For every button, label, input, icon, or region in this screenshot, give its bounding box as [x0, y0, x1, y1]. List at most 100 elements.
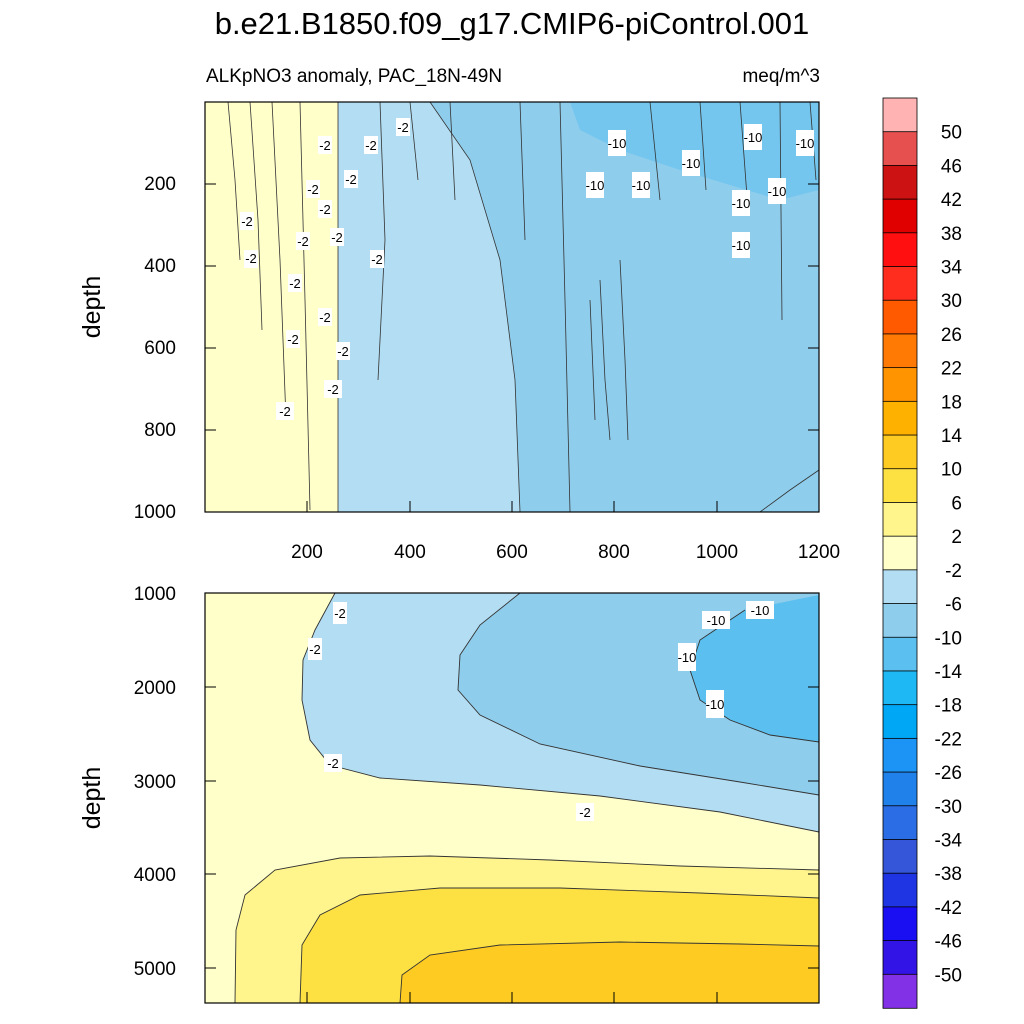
lower-y-ticks: [205, 592, 819, 969]
colorbar-swatch: [882, 872, 918, 908]
lower-panel: -2 -2 -2 -2 -10 -10 -10 -10 1000 2000 30…: [78, 584, 820, 1004]
clabel-upper-19: -10: [744, 130, 763, 145]
colorbar-swatch: [882, 771, 918, 807]
colorbar-swatch: [882, 367, 918, 403]
lower-x-ticks: [306, 992, 820, 1003]
clabel-upper-8: -2: [319, 202, 331, 217]
colorbar-swatch: [882, 131, 918, 167]
lower-ytick-1000: 1000: [134, 584, 176, 605]
clabel-upper-4: -2: [365, 138, 377, 153]
clabel-upper-13: -2: [319, 310, 331, 325]
lower-ytick-4000: 4000: [134, 865, 176, 886]
colorbar-swatch: [882, 603, 918, 638]
clabel-upper-16: -2: [327, 382, 339, 397]
clabel-upper-11: -2: [371, 252, 383, 267]
colorbar-label: 10: [941, 460, 962, 481]
colorbar-swatch: [882, 400, 918, 436]
clabel-upper-6: -2: [307, 182, 319, 197]
colorbar-label: 50: [941, 123, 962, 144]
colorbar-swatch: [882, 502, 918, 537]
upper-contours: [227, 101, 820, 513]
colorbar-label: -46: [935, 932, 962, 953]
colorbar-swatch: [882, 670, 918, 706]
upper-xtick-800: 800: [598, 542, 630, 563]
clabel-upper-23: -10: [682, 156, 701, 171]
clabel-lower-7: -10: [678, 650, 697, 665]
upper-ytick-600: 600: [144, 338, 176, 359]
clabel-lower-2: -2: [309, 642, 321, 657]
colorbar-label: 22: [941, 359, 962, 380]
colorbar-label: -6: [945, 595, 962, 616]
clabel-upper-25: -10: [732, 196, 751, 211]
upper-xtick-600: 600: [496, 542, 528, 563]
colorbar-swatch: [882, 636, 918, 672]
clabel-lower-6: -10: [751, 603, 770, 618]
clabel-upper-7: -2: [345, 172, 357, 187]
upper-region-neutral: [205, 102, 338, 512]
clabel-lower-8: -10: [706, 697, 725, 712]
colorbar-label: 46: [941, 156, 962, 177]
upper-xtick-200: 200: [291, 542, 323, 563]
colorbar-swatch: [882, 973, 918, 1009]
colorbar-label: -34: [935, 830, 963, 851]
upper-ytick-800: 800: [144, 420, 176, 441]
colorbar-label: -38: [935, 864, 962, 885]
lower-y-axis-label: depth: [78, 767, 106, 830]
colorbar-swatch: [882, 839, 918, 874]
clabel-lower-3: -2: [327, 756, 339, 771]
lower-region-yellow-3: [400, 942, 819, 1003]
chart-subtitle: ALKpNO3 anomaly, PAC_18N-49N: [206, 66, 502, 87]
colorbar-swatch: [882, 704, 918, 740]
chart-title: b.e21.B1850.f09_g17.CMIP6-piControl.001: [215, 6, 810, 41]
colorbar-swatch: [882, 165, 918, 200]
colorbar-label: -26: [935, 763, 962, 784]
colorbar-label: 38: [941, 224, 962, 245]
clabel-upper-12: -2: [289, 276, 301, 291]
clabel-upper-26: -10: [732, 238, 751, 253]
lower-ytick-3000: 3000: [134, 772, 176, 793]
lower-contours: [234, 592, 820, 1004]
clabel-upper-20: -10: [796, 136, 815, 151]
colorbar-swatch: [882, 232, 918, 268]
colorbar-label: -42: [935, 898, 962, 919]
clabel-upper-24: -10: [768, 184, 787, 199]
upper-ytick-400: 400: [144, 256, 176, 277]
colorbar-label: 18: [941, 392, 962, 413]
colorbar-swatch: [882, 299, 918, 335]
colorbar-label: -30: [935, 797, 962, 818]
clabel-upper-1: -2: [241, 214, 253, 229]
colorbar-swatch: [882, 333, 918, 369]
colorbar-label: -18: [935, 696, 962, 717]
colorbar-swatch: [882, 805, 918, 841]
lower-ytick-2000: 2000: [134, 678, 176, 699]
colorbar-swatch: [882, 266, 918, 301]
upper-xtick-1200: 1200: [798, 542, 840, 563]
colorbar-label: 14: [941, 426, 963, 447]
upper-xtick-1000: 1000: [696, 542, 738, 563]
colorbar-swatch: [882, 569, 918, 605]
colorbar-label: -50: [935, 965, 962, 986]
clabel-upper-22: -10: [632, 178, 651, 193]
clabel-upper-18: -10: [608, 136, 627, 151]
colorbar-label: 34: [941, 258, 963, 279]
upper-contour-labels: -2 -2 -2 -2 -2 -2 -2 -2 -2 -2 -2 -2 -2 -…: [240, 118, 814, 420]
clabel-upper-14: -2: [287, 332, 299, 347]
upper-ytick-1000: 1000: [134, 502, 176, 523]
colorbar-label: 26: [941, 325, 962, 346]
colorbar-label: -2: [945, 561, 962, 582]
clabel-lower-4: -2: [579, 805, 591, 820]
colorbar-label: 6: [951, 493, 962, 514]
upper-y-ticks: [205, 183, 819, 513]
lower-ytick-5000: 5000: [134, 959, 176, 980]
colorbar: 50 46 42 38 34 30 26 22 18 14 10 6 2 -2 -6 -10 -14 -18 -22…: [882, 97, 963, 1009]
colorbar-swatch: [882, 737, 918, 773]
colorbar-label: -14: [935, 662, 963, 683]
clabel-lower-1: -2: [334, 606, 346, 621]
colorbar-label: 30: [941, 291, 962, 312]
colorbar-swatch: [882, 906, 918, 942]
units-label: meq/m^3: [742, 66, 820, 87]
clabel-upper-17: -2: [279, 404, 291, 419]
lower-contour-labels: -2 -2 -2 -2 -10 -10 -10 -10: [308, 601, 774, 821]
colorbar-label: -10: [935, 628, 962, 649]
